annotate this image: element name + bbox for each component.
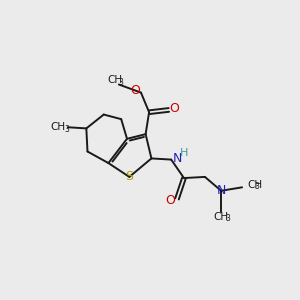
Text: 3: 3	[226, 214, 231, 223]
Text: 3: 3	[119, 78, 124, 87]
Text: CH: CH	[107, 75, 122, 85]
Text: CH: CH	[51, 122, 66, 132]
Text: S: S	[125, 170, 133, 183]
Text: N: N	[173, 152, 182, 165]
Text: CH: CH	[214, 212, 229, 222]
Text: 3: 3	[64, 124, 69, 134]
Text: O: O	[170, 102, 180, 115]
Text: N: N	[217, 184, 226, 197]
Text: O: O	[166, 194, 176, 206]
Text: 3: 3	[254, 182, 259, 191]
Text: CH: CH	[247, 180, 262, 190]
Text: H: H	[180, 148, 188, 158]
Text: O: O	[130, 84, 140, 97]
